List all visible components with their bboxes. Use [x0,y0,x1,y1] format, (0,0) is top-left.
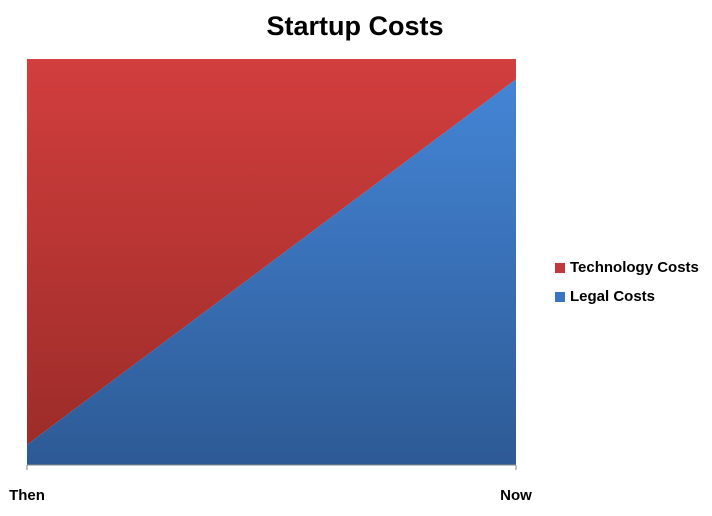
area [27,59,516,445]
legend-swatch [555,263,565,273]
legend-label: Technology Costs [570,259,699,276]
legend-label: Legal Costs [570,288,655,305]
area [27,79,516,466]
legend-swatch [555,292,565,302]
chart-title: Startup Costs [266,11,443,41]
x-tick-label: Then [9,487,45,504]
x-tick-label: Now [500,487,532,504]
